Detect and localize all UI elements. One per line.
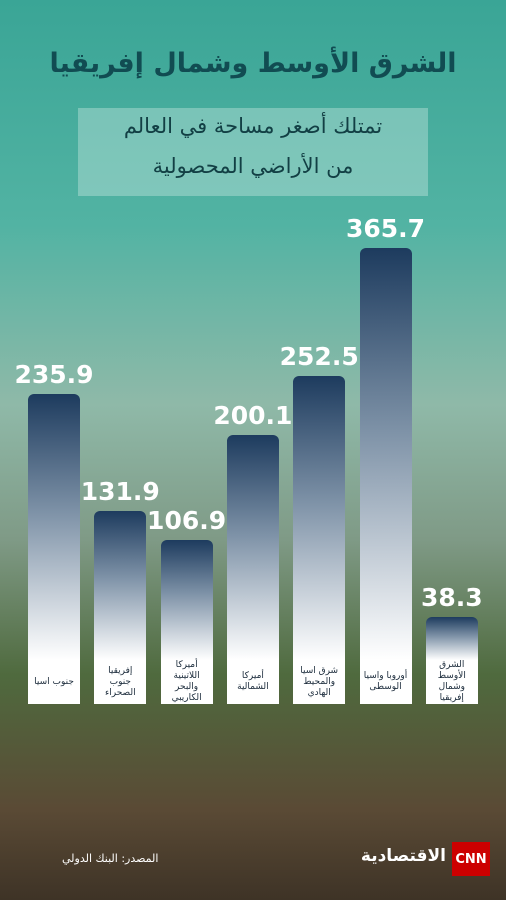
category-label: شرق اسيا والمحيط الهادي	[293, 660, 346, 704]
value-label: 200.1	[213, 400, 293, 430]
category-label: أميركا اللاتينية والبحر الكاريبي	[160, 660, 213, 704]
value-label: 252.5	[279, 341, 359, 371]
source: المصدر: البنك الدولي	[62, 852, 159, 865]
category-label: أميركا الشمالية	[226, 660, 279, 704]
value-label: 38.3	[420, 582, 483, 612]
subtitle: من الأراضي المحصولية	[152, 154, 354, 178]
subtitle-box	[78, 108, 428, 196]
bar	[160, 539, 213, 660]
subtitle: تمتلك أصغر مساحة في العالم	[123, 114, 383, 138]
category-label: إفريقيا جنوب الصحراء	[94, 660, 147, 704]
bar	[28, 394, 80, 660]
chart-title: الشرق الأوسط وشمال إفريقيا	[49, 48, 457, 79]
brand-logo: الاقتصادية	[360, 846, 446, 866]
bar	[293, 375, 346, 660]
category-label: الشرق الأوسط وشمال إفريقيا	[425, 660, 478, 704]
value-label: 106.9	[147, 505, 227, 535]
category-label: أوروبا واسيا الوسطى	[359, 660, 412, 704]
value-label: 365.7	[345, 214, 426, 243]
bar	[226, 434, 279, 660]
bar	[94, 511, 147, 660]
value-label: 131.9	[80, 477, 160, 507]
bar	[425, 616, 478, 660]
value-label: 235.9	[14, 360, 94, 390]
bar	[359, 248, 412, 660]
cnn-logo: CNN	[452, 842, 490, 876]
category-label: جنوب اسيا	[28, 660, 80, 704]
